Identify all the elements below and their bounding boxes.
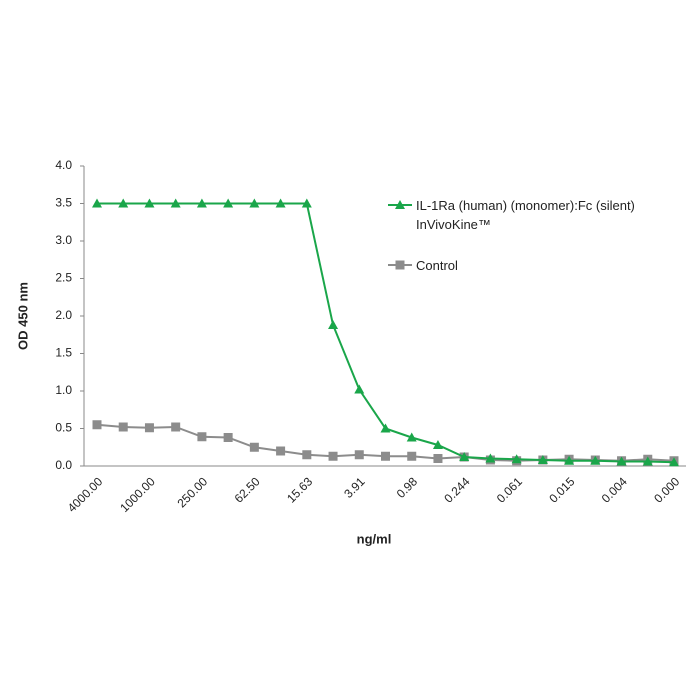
x-tick-label: 250.00 — [174, 474, 210, 510]
y-tick-label: 4.0 — [55, 158, 72, 172]
y-tick-label: 2.5 — [55, 271, 72, 285]
marker — [328, 451, 338, 461]
marker — [537, 455, 548, 464]
marker — [485, 453, 496, 463]
x-tick-label: 4000.00 — [65, 474, 106, 515]
marker — [275, 198, 286, 208]
marker — [249, 198, 260, 208]
legend-label: IL-1Ra (human) (monomer):Fc (silent) InV… — [416, 198, 635, 232]
x-tick-label: 0.98 — [394, 474, 421, 501]
marker — [92, 420, 102, 430]
x-tick-label: 0.015 — [546, 474, 577, 505]
marker — [144, 423, 154, 433]
marker — [354, 450, 364, 460]
marker — [276, 446, 286, 456]
legend-label: Control — [416, 258, 458, 273]
marker — [433, 454, 443, 463]
marker — [92, 198, 102, 208]
marker — [301, 198, 312, 208]
marker — [590, 455, 601, 465]
marker — [118, 422, 128, 432]
x-axis-label: ng/ml — [357, 531, 392, 546]
marker — [118, 198, 129, 208]
y-tick-label: 1.5 — [55, 346, 72, 360]
x-tick-label: 15.63 — [284, 474, 315, 505]
marker — [223, 433, 233, 442]
marker — [302, 450, 312, 460]
x-tick-label: 62.50 — [232, 474, 263, 505]
y-tick-label: 2.0 — [55, 308, 72, 322]
marker — [432, 440, 443, 449]
x-tick-label: 0.061 — [494, 474, 525, 505]
x-tick-label: 0.004 — [599, 474, 630, 505]
marker — [223, 198, 234, 208]
y-tick-label: 0.0 — [55, 458, 72, 472]
marker — [395, 260, 405, 270]
y-tick-label: 1.0 — [55, 383, 72, 397]
marker — [249, 442, 259, 452]
marker — [197, 432, 207, 442]
marker — [380, 423, 391, 433]
marker — [616, 456, 627, 466]
x-tick-label: 0.000 — [651, 474, 682, 505]
y-tick-label: 3.0 — [55, 233, 72, 247]
marker — [170, 198, 181, 208]
marker — [669, 457, 679, 467]
legend-symbol — [388, 260, 412, 270]
marker — [171, 422, 181, 432]
marker — [407, 451, 417, 461]
y-tick-label: 3.5 — [55, 196, 72, 210]
marker — [564, 455, 575, 465]
marker — [328, 320, 339, 329]
marker — [459, 452, 470, 461]
marker — [642, 456, 653, 466]
series-line — [97, 202, 675, 464]
marker — [395, 200, 405, 209]
marker — [511, 454, 522, 464]
marker — [144, 198, 155, 208]
y-axis-label: OD 450 nm — [15, 282, 30, 350]
x-tick-label: 1000.00 — [117, 474, 158, 515]
marker — [381, 451, 390, 461]
marker — [406, 432, 417, 442]
marker — [354, 384, 365, 394]
x-tick-label: 0.244 — [441, 474, 472, 505]
legend-symbol — [388, 200, 412, 209]
y-tick-label: 0.5 — [55, 421, 72, 435]
x-tick-label: 3.91 — [341, 474, 368, 501]
marker — [196, 198, 207, 208]
